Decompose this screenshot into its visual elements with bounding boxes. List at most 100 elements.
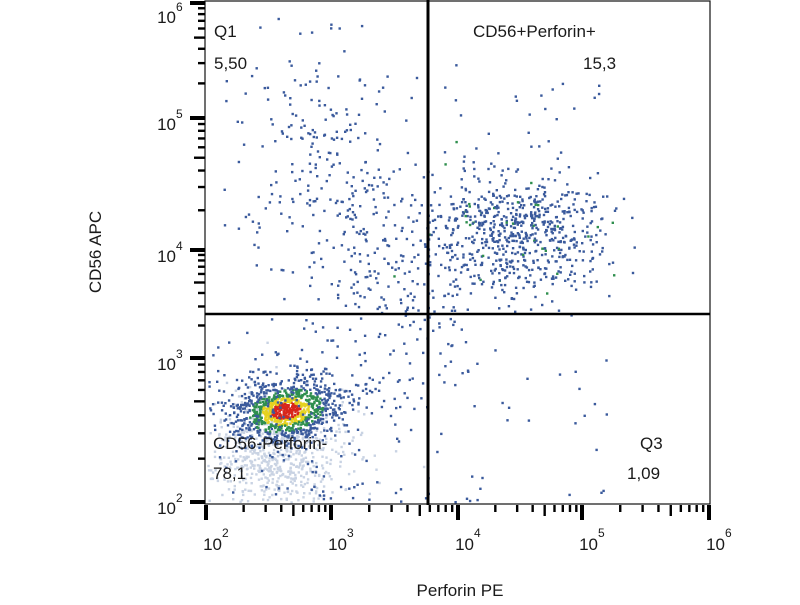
event-point: [257, 222, 260, 225]
event-point: [294, 114, 298, 117]
event-point: [432, 296, 435, 299]
event-point: [534, 203, 537, 206]
event-point: [329, 108, 333, 111]
event-point: [280, 380, 283, 383]
y-tick-label: 10: [157, 355, 176, 374]
event-point: [532, 224, 535, 227]
event-point: [249, 437, 252, 440]
event-point: [295, 369, 299, 373]
x-minor-tick: [515, 505, 519, 512]
event-point: [491, 239, 495, 242]
event-point: [320, 422, 323, 425]
event-point: [291, 170, 294, 174]
event-point: [247, 424, 250, 427]
event-point: [275, 395, 278, 399]
event-point: [496, 204, 499, 208]
event-point: [296, 395, 299, 398]
event-point: [311, 422, 315, 426]
event-point: [303, 451, 306, 454]
event-point: [334, 439, 337, 442]
event-point: [216, 473, 219, 476]
event-point: [266, 477, 269, 480]
event-point: [237, 430, 240, 433]
event-point: [319, 410, 322, 414]
event-point: [455, 140, 458, 144]
event-point: [353, 470, 356, 473]
event-point: [314, 163, 317, 166]
event-point: [295, 449, 298, 453]
event-point: [534, 215, 537, 218]
event-point: [313, 420, 317, 423]
event-point: [276, 401, 280, 404]
event-point: [528, 251, 531, 255]
event-point: [362, 227, 365, 231]
event-point: [395, 237, 398, 240]
event-point: [296, 436, 299, 439]
event-point: [321, 265, 325, 269]
event-point: [261, 384, 264, 387]
event-point: [245, 408, 249, 412]
event-point: [540, 94, 543, 97]
event-point: [288, 417, 292, 421]
y-tick-label: 10: [157, 8, 176, 27]
event-point: [464, 214, 467, 218]
event-point: [429, 264, 432, 267]
event-point: [271, 399, 274, 403]
event-point: [548, 239, 552, 242]
event-point: [331, 416, 334, 419]
event-point: [330, 137, 334, 140]
event-point: [313, 474, 317, 477]
event-point: [477, 274, 480, 277]
event-point: [327, 394, 330, 397]
event-point: [246, 467, 249, 470]
event-point: [530, 181, 533, 185]
event-point: [237, 227, 241, 230]
event-point: [469, 215, 472, 218]
event-point: [578, 250, 581, 253]
event-point: [337, 423, 340, 427]
event-point: [312, 497, 316, 500]
event-point: [319, 380, 323, 383]
event-point: [359, 205, 362, 208]
event-point: [308, 162, 312, 165]
event-point: [591, 256, 595, 260]
event-point: [322, 401, 325, 405]
event-point: [577, 192, 580, 195]
event-point: [604, 233, 607, 236]
event-point: [281, 406, 284, 409]
event-point: [376, 149, 379, 152]
event-point: [271, 403, 274, 407]
event-point: [366, 275, 369, 279]
event-point: [292, 429, 295, 432]
event-point: [437, 274, 440, 278]
event-point: [318, 229, 322, 233]
event-point: [319, 417, 323, 421]
event-point: [462, 167, 465, 170]
event-point: [495, 207, 498, 210]
event-point: [346, 171, 349, 174]
event-point: [284, 399, 287, 402]
event-point: [543, 247, 546, 250]
event-point: [280, 419, 283, 422]
event-point: [340, 412, 343, 415]
event-point: [255, 392, 259, 395]
event-point: [482, 280, 485, 283]
event-point: [227, 488, 231, 491]
event-point: [323, 442, 326, 446]
y-minor-tick: [198, 259, 205, 262]
x-tick-exponent: 2: [222, 526, 229, 540]
event-point: [329, 497, 333, 500]
event-point: [255, 420, 259, 423]
event-point: [505, 221, 508, 224]
event-point: [306, 478, 310, 481]
event-point: [293, 377, 296, 380]
event-point: [309, 170, 312, 174]
event-point: [238, 407, 242, 411]
event-point: [266, 481, 269, 484]
event-point: [313, 413, 316, 416]
event-point: [276, 461, 279, 465]
event-point: [292, 423, 295, 427]
event-point: [525, 266, 529, 269]
event-point: [558, 227, 562, 230]
event-point: [545, 234, 548, 237]
